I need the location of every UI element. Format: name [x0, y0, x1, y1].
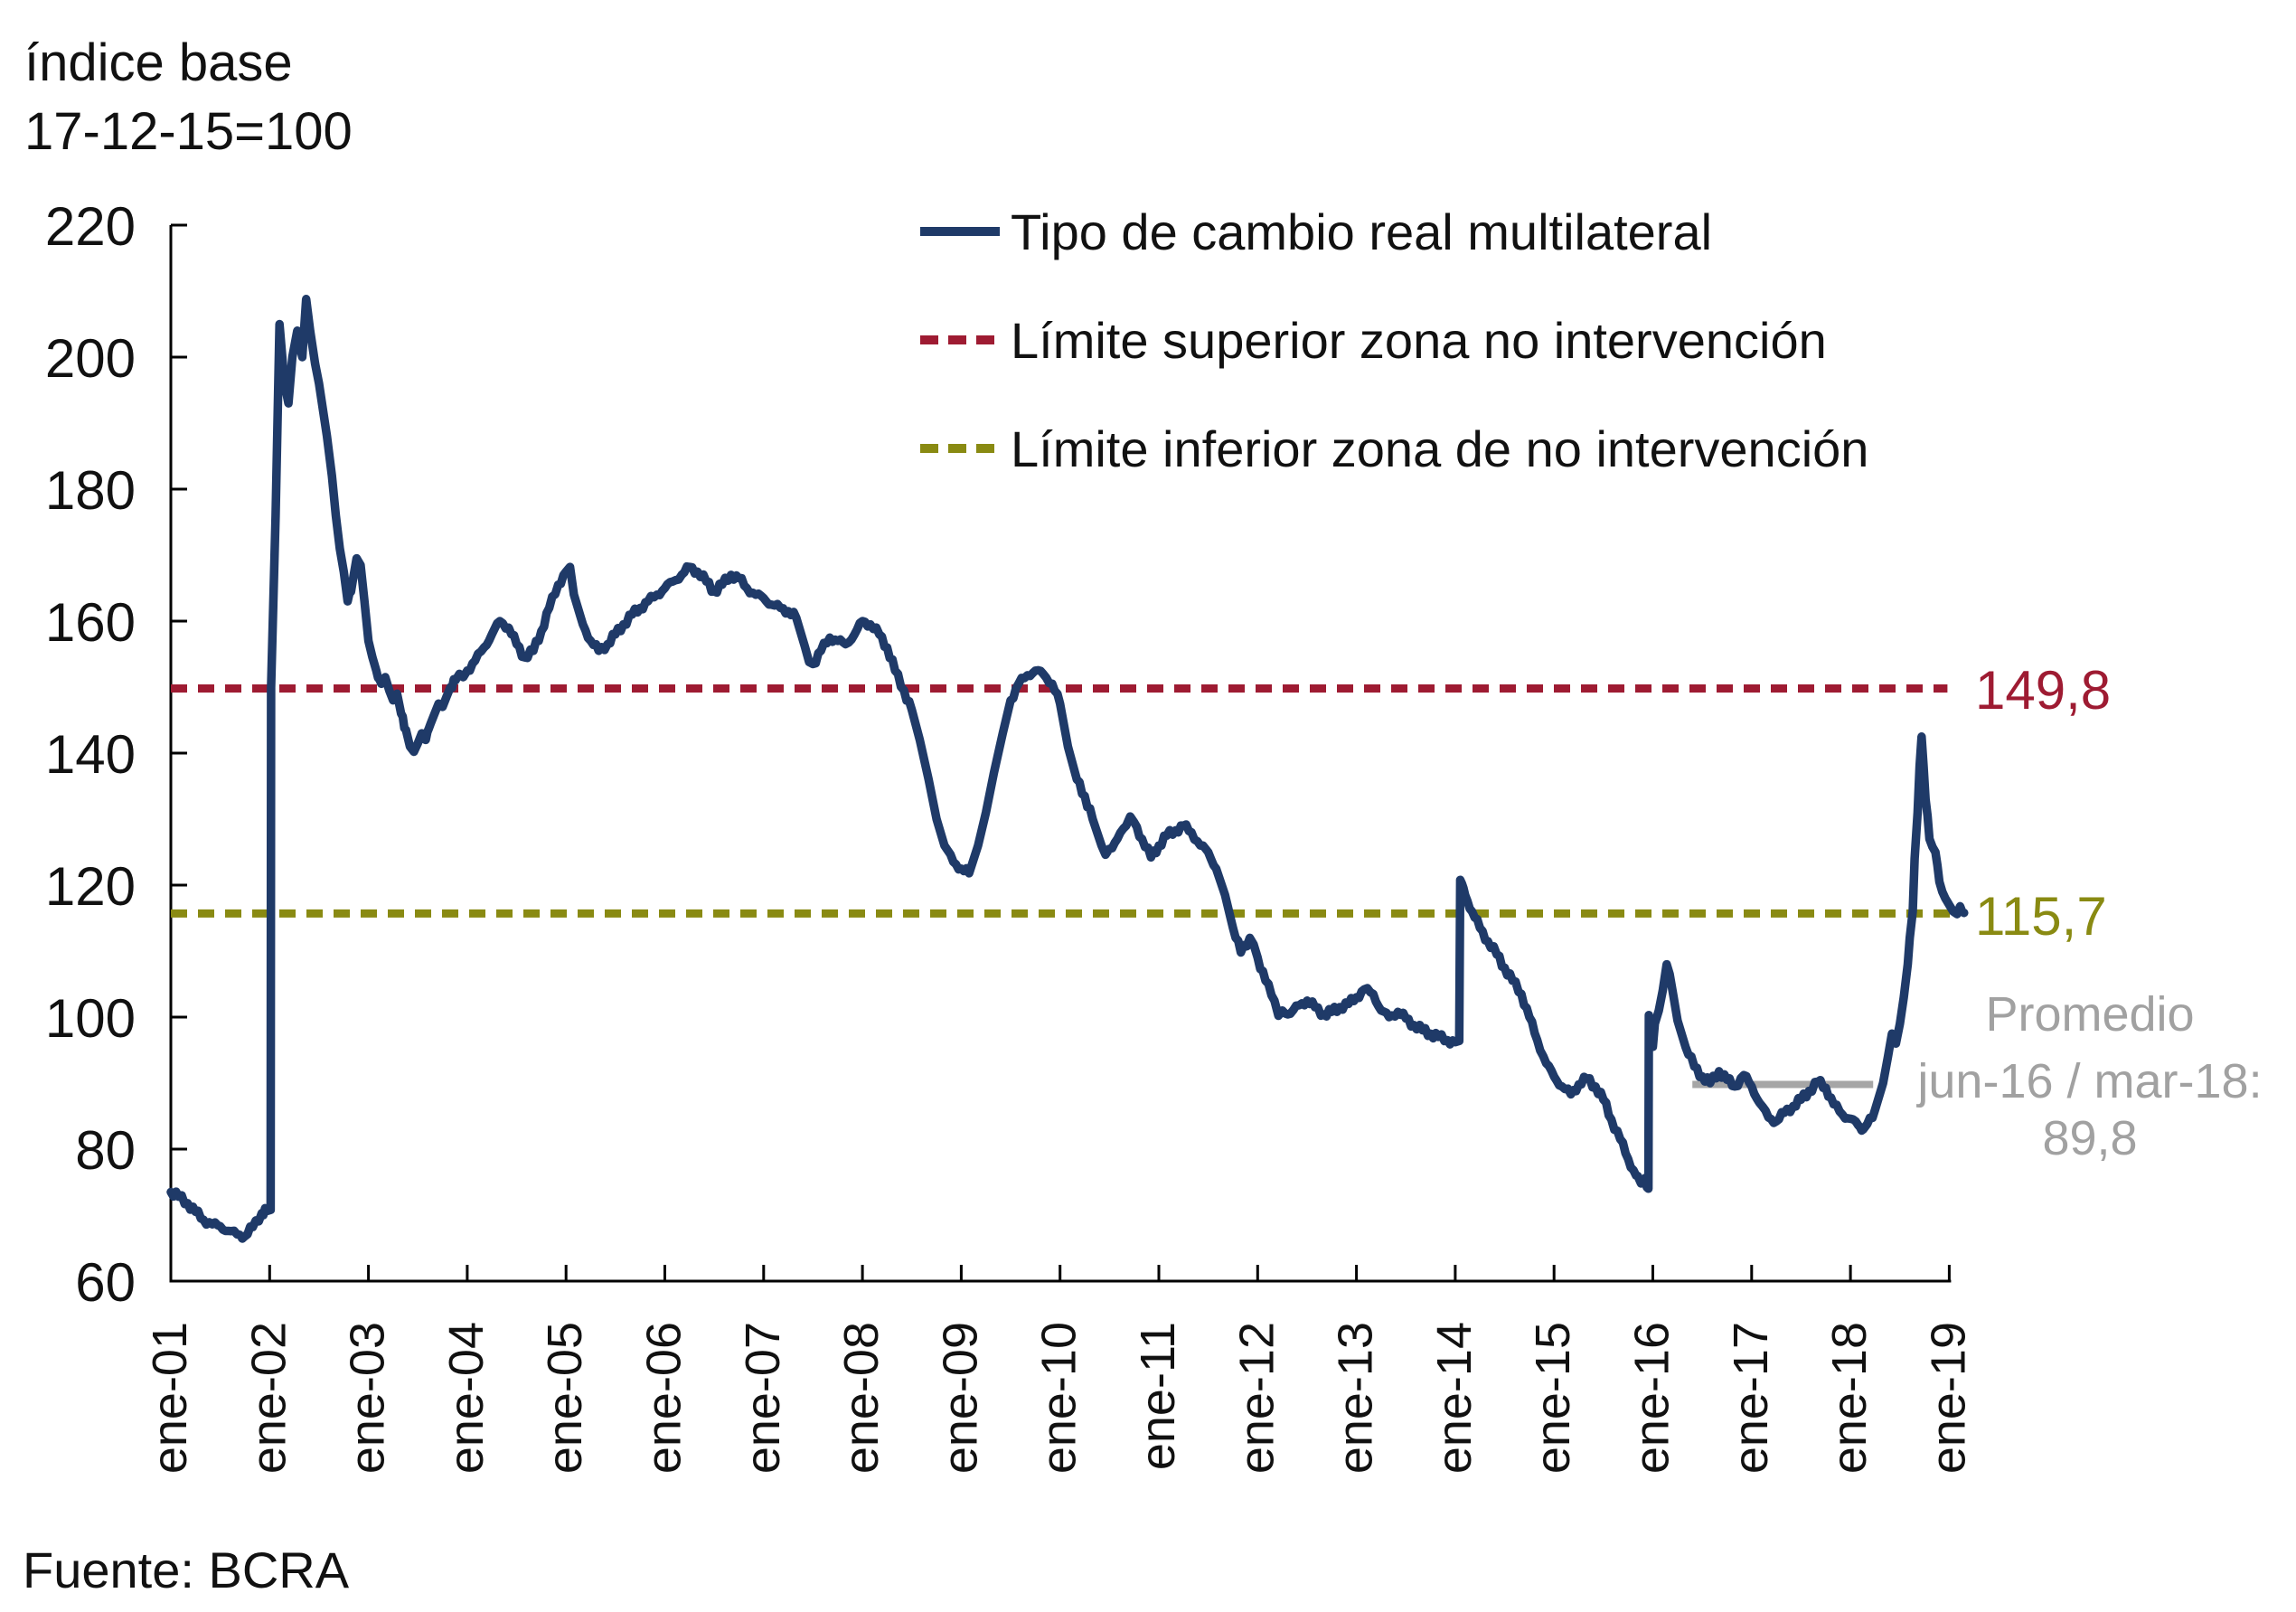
legend-label-upper-limit: Límite superior zona no intervención [1011, 312, 1827, 369]
x-tick-label: ene-10 [1032, 1322, 1087, 1474]
x-tick-label: ene-07 [736, 1322, 790, 1474]
chart-title-line2: 17-12-15=100 [24, 102, 353, 161]
average-annotation-line3: 89,8 [2042, 1111, 2137, 1165]
x-tick-label: ene-06 [637, 1322, 692, 1474]
x-tick-label: ene-03 [341, 1322, 395, 1474]
source-note: Fuente: BCRA [23, 1541, 350, 1598]
x-tick-label: ene-14 [1427, 1322, 1482, 1474]
x-tick-label: ene-04 [439, 1322, 494, 1474]
x-tick-label: ene-16 [1625, 1322, 1680, 1474]
x-tick-label: ene-19 [1921, 1322, 1975, 1474]
y-tick-label: 100 [45, 988, 136, 1049]
x-tick-label: ene-09 [933, 1322, 987, 1474]
x-tick-label: ene-17 [1724, 1322, 1778, 1474]
x-tick-label: ene-01 [143, 1322, 197, 1474]
x-tick-label: ene-02 [241, 1322, 296, 1474]
y-tick-label: 140 [45, 724, 136, 785]
average-annotation-line1: Promedio [1985, 987, 2194, 1042]
x-tick-label: ene-12 [1229, 1322, 1284, 1474]
y-tick-label: 160 [45, 592, 136, 653]
axes: 60 80 100 120 140 160 180 200 220 ene-01 ene-02 ene… [45, 196, 1976, 1474]
upper-limit-value-label: 149,8 [1975, 660, 2111, 721]
legend-label-tcrm: Tipo de cambio real multilateral [1011, 203, 1712, 260]
average-annotation-line2: jun-16 / mar-18: [1915, 1054, 2262, 1108]
y-tick-label: 60 [75, 1252, 136, 1313]
tcrm-line [166, 295, 1969, 1243]
x-tick-label: ene-13 [1329, 1322, 1383, 1474]
y-tick-label: 220 [45, 196, 136, 257]
axis-frame [169, 223, 1952, 1283]
chart-title-line1: índice base [24, 33, 293, 92]
x-tick-label: ene-15 [1526, 1322, 1580, 1474]
y-tick-label: 80 [75, 1120, 136, 1181]
x-tick-label: ene-18 [1822, 1322, 1877, 1474]
legend-label-lower-limit: Límite inferior zona de no intervención [1011, 420, 1868, 477]
y-tick-label: 200 [45, 328, 136, 389]
legend: Tipo de cambio real multilateral Límite … [920, 203, 1868, 477]
x-tick-label: ene-11 [1131, 1322, 1185, 1470]
y-tick-label: 120 [45, 856, 136, 917]
x-tick-label: ene-08 [834, 1322, 889, 1474]
lower-limit-value-label: 115,7 [1975, 886, 2107, 947]
y-tick-label: 180 [45, 460, 136, 521]
plot-area [166, 295, 1969, 1243]
x-tick-label: ene-05 [538, 1322, 592, 1474]
average-annotation: Promedio jun-16 / mar-18: 89,8 [1915, 987, 2262, 1165]
